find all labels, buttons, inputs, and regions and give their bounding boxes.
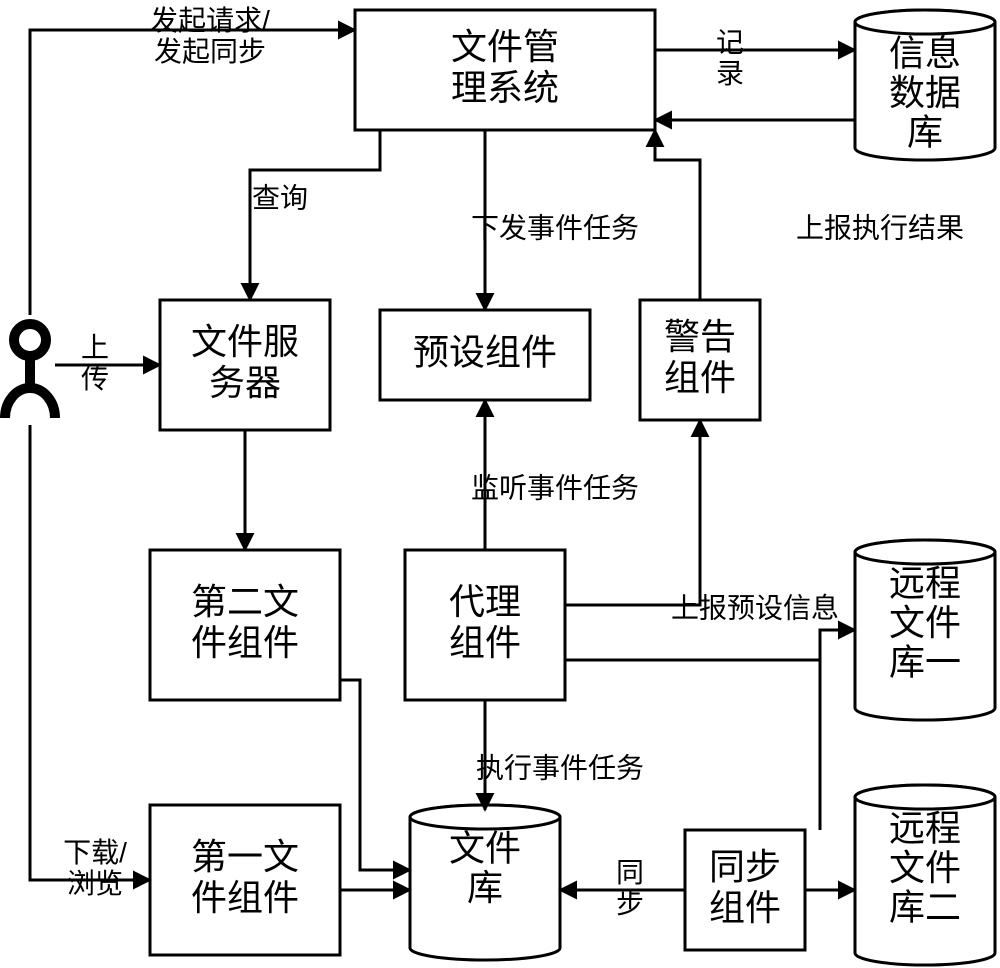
db-label-filelib: 文件: [449, 828, 521, 869]
edge-agent-sync-remote1: [565, 630, 855, 660]
node-label-agent: 组件: [449, 622, 521, 663]
edge-label-filelib-sync: 步: [616, 888, 644, 919]
node-label-sync: 同步: [709, 846, 781, 887]
edge-label-agent-preset: 监听事件任务: [471, 472, 639, 503]
edge-label-fms-infodb: 录: [716, 58, 744, 89]
edge-label-fms-preset: 下发事件任务: [471, 212, 639, 243]
edge-label-agent-filelib: 执行事件任务: [476, 752, 644, 783]
edge-label-user-file1: 下载/: [63, 837, 127, 868]
node-label-file2: 第二文: [191, 581, 299, 622]
edge-label-agent-alert: 上报预设信息: [671, 592, 839, 623]
node-label-fms: 文件管: [451, 26, 559, 67]
db-label-remote1: 库一: [889, 642, 961, 683]
node-label-file2: 件组件: [191, 622, 299, 663]
edge-label-user-fms: 发起同步: [154, 36, 266, 67]
edge-fms-fileserver: [250, 130, 380, 300]
db-top-infodb: [855, 10, 995, 34]
flowchart-canvas: 文件管理系统信息数据库文件服务器预设组件警告组件第二文件组件代理组件远程文件库一…: [0, 0, 1000, 968]
db-label-infodb: 数据: [889, 72, 961, 113]
node-label-fileserver: 文件服: [191, 321, 299, 362]
db-label-remote1: 文件: [889, 602, 961, 643]
user-icon: [5, 324, 55, 418]
edge-label-user-fileserver: 传: [81, 363, 109, 394]
edge-label-user-fileserver: 上: [81, 332, 109, 363]
db-label-remote2: 文件: [889, 847, 961, 888]
edge-label-user-file1: 浏览: [67, 868, 123, 899]
db-label-infodb: 信息: [889, 33, 961, 74]
db-label-infodb: 库: [907, 112, 943, 153]
edge-alert-fms: [655, 130, 700, 300]
node-label-fms: 理系统: [451, 67, 559, 108]
node-label-alert: 组件: [664, 357, 736, 398]
node-label-agent: 代理: [449, 581, 521, 622]
edge-agent-alert: [565, 420, 700, 605]
edge-user-file1: [30, 425, 150, 880]
db-label-remote2: 远程: [889, 808, 961, 849]
edge-label-filelib-sync: 同: [616, 857, 644, 888]
db-label-filelib: 库: [467, 867, 503, 908]
edge-label-alert-fms: 上报执行结果: [796, 212, 964, 243]
db-top-remote2: [855, 785, 995, 809]
edge-file2-filelib: [340, 680, 410, 870]
node-label-file1: 第一文: [191, 836, 299, 877]
db-label-remote1: 远程: [889, 563, 961, 604]
node-label-alert: 警告: [664, 316, 736, 357]
node-label-file1: 件组件: [191, 877, 299, 918]
edge-label-fms-fileserver: 查询: [252, 182, 308, 213]
edge-label-fms-infodb: 记: [716, 27, 744, 58]
db-label-remote2: 库二: [889, 887, 961, 928]
db-top-remote1: [855, 540, 995, 564]
node-label-preset: 预设组件: [413, 332, 557, 373]
node-label-sync: 组件: [709, 887, 781, 928]
edge-label-user-fms: 发起请求/: [150, 5, 270, 36]
edge-user-fms: [30, 30, 355, 315]
node-label-fileserver: 务器: [209, 362, 281, 403]
